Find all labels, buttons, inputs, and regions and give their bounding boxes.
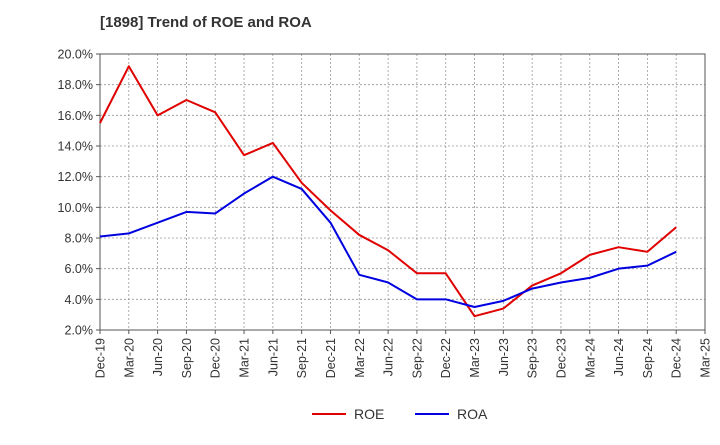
x-tick-label: Dec-20 (209, 338, 223, 378)
x-tick-label: Jun-22 (382, 338, 396, 376)
x-tick-label: Dec-22 (439, 338, 453, 378)
x-tick-label: Mar-20 (122, 338, 136, 378)
x-tick-label: Mar-25 (699, 338, 713, 378)
y-tick-label: 10.0% (58, 201, 93, 215)
x-tick-label: Sep-22 (410, 338, 424, 378)
x-tick-label: Mar-23 (468, 338, 482, 378)
x-tick-label: Jun-21 (266, 338, 280, 376)
x-tick-label: Mar-21 (238, 338, 252, 378)
y-tick-label: 12.0% (58, 170, 93, 184)
x-tick-label: Sep-23 (526, 338, 540, 378)
y-tick-label: 16.0% (58, 109, 93, 123)
x-tick-label: Sep-21 (295, 338, 309, 378)
y-tick-label: 8.0% (65, 232, 94, 246)
y-tick-label: 6.0% (65, 262, 94, 276)
x-tick-label: Mar-22 (353, 338, 367, 378)
x-tick-label: Dec-21 (324, 338, 338, 378)
series-line-roe (99, 65, 677, 318)
x-tick-label: Jun-24 (612, 338, 626, 376)
y-tick-label: 2.0% (65, 324, 94, 338)
x-tick-label: Jun-23 (497, 338, 511, 376)
y-tick-label: 20.0% (58, 48, 93, 62)
x-tick-label: Sep-24 (641, 338, 655, 378)
chart-title: [1898] Trend of ROE and ROA (100, 14, 312, 31)
x-tick-label: Dec-19 (94, 338, 108, 378)
x-tick-label: Mar-24 (583, 338, 597, 378)
gridlines (100, 54, 705, 330)
x-tick-label: Jun-20 (151, 338, 165, 376)
y-tick-label: 18.0% (58, 78, 93, 92)
y-tick-label: 4.0% (65, 293, 94, 307)
y-tick-label: 14.0% (58, 140, 93, 154)
axes: 2.0% 4.0% 6.0% 8.0% 10.0% 12.0% 14.0% 16.0% 18.0… (58, 48, 713, 379)
plot-frame (99, 53, 706, 331)
legend: ROE ROA (312, 406, 488, 422)
series-lines (99, 65, 677, 318)
x-tick-label: Dec-23 (554, 338, 568, 378)
legend-label-roe: ROE (354, 406, 384, 422)
series-line-roa (99, 175, 677, 308)
legend-label-roa: ROA (457, 406, 488, 422)
x-tick-label: Sep-20 (180, 338, 194, 378)
x-tick-label: Dec-24 (670, 338, 684, 378)
